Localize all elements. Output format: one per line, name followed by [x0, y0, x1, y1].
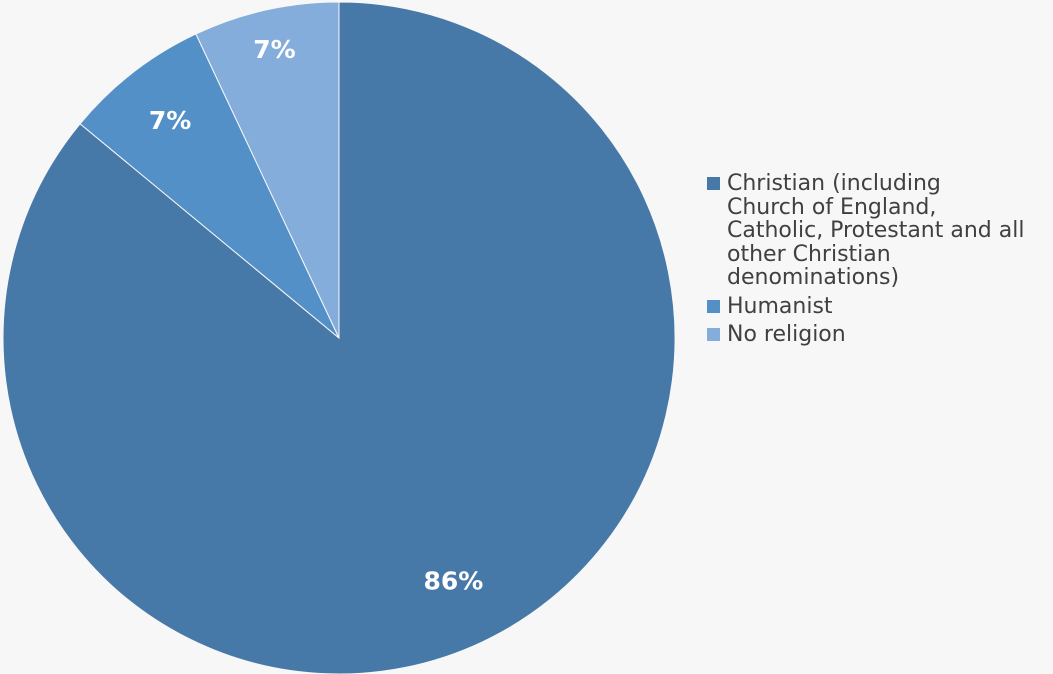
pie-slice-no-religion[interactable] [195, 1, 340, 339]
legend-swatch-no-religion [707, 328, 720, 341]
pie-slice-humanist[interactable] [79, 33, 340, 339]
legend-item-humanist[interactable]: Humanist [707, 293, 1053, 319]
slice-label-no-religion: 7% [253, 35, 295, 64]
legend-label-no-religion: No religion [727, 323, 846, 347]
legend-label-line: Humanist [727, 293, 833, 319]
legend-item-no-religion[interactable]: No religion [707, 323, 1053, 347]
slice-labels: 86% 7% 7% [149, 35, 483, 596]
legend-label-humanist: Humanist [727, 293, 833, 319]
legend-label-line: Catholic, Protestant and all [727, 218, 1025, 243]
pie-slices [2, 1, 676, 674]
legend-swatch-humanist [707, 299, 720, 313]
legend-label-christian: Christian (including Church of England, … [727, 172, 1024, 290]
legend-label-line: Christian (including [727, 171, 941, 196]
legend-label-line: other Christian [727, 241, 891, 267]
slice-label-humanist: 7% [149, 106, 191, 135]
legend-label-line: No religion [727, 322, 846, 347]
legend-label-line: Church of England, [727, 194, 937, 220]
legend: Christian (including Church of England, … [707, 172, 1053, 352]
legend-item-christian[interactable]: Christian (including Church of England, … [707, 172, 1053, 290]
slice-label-christian: 86% [424, 567, 484, 596]
legend-label-line: denominations) [727, 265, 900, 290]
legend-swatch-christian [707, 177, 720, 190]
